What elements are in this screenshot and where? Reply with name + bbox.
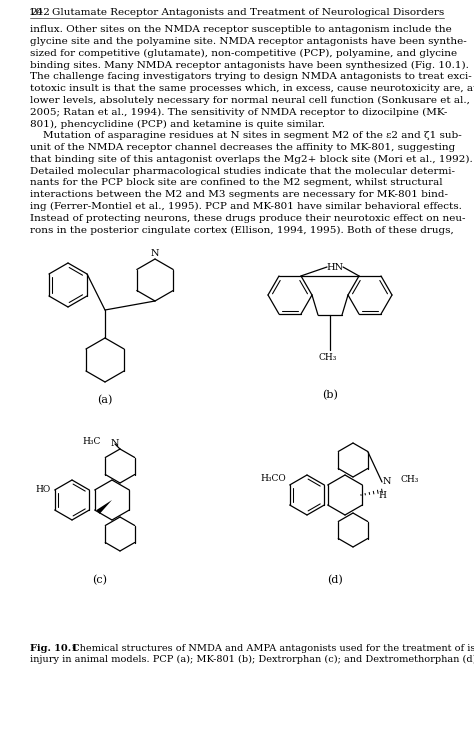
Text: (b): (b) [322, 390, 338, 400]
Text: CH₃: CH₃ [401, 474, 419, 483]
Text: HO: HO [36, 485, 51, 494]
Text: glycine site and the polyamine site. NMDA receptor antagonists have been synthe-: glycine site and the polyamine site. NMD… [30, 37, 467, 46]
Text: (d): (d) [327, 575, 343, 585]
Text: totoxic insult is that the same processes which, in excess, cause neurotoxicity : totoxic insult is that the same processe… [30, 84, 474, 93]
Text: H₃CO: H₃CO [261, 474, 287, 483]
Text: interactions between the M2 and M3 segments are necessary for MK-801 bind-: interactions between the M2 and M3 segme… [30, 190, 448, 199]
Text: (a): (a) [97, 395, 113, 405]
Text: influx. Other sites on the NMDA receptor susceptible to antagonism include the: influx. Other sites on the NMDA receptor… [30, 25, 452, 34]
Text: Instead of protecting neurons, these drugs produce their neurotoxic effect on ne: Instead of protecting neurons, these dru… [30, 214, 465, 223]
Text: (c): (c) [92, 575, 108, 585]
Text: nants for the PCP block site are confined to the M2 segment, whilst structural: nants for the PCP block site are confine… [30, 179, 443, 187]
Text: The challenge facing investigators trying to design NMDA antagonists to treat ex: The challenge facing investigators tryin… [30, 72, 472, 82]
Text: Detailed molecular pharmacological studies indicate that the molecular determi-: Detailed molecular pharmacological studi… [30, 167, 455, 176]
Text: N: N [111, 439, 119, 448]
Text: 10   Glutamate Receptor Antagonists and Treatment of Neurological Disorders: 10 Glutamate Receptor Antagonists and Tr… [29, 8, 445, 17]
Text: 2005; Ratan et al., 1994). The sensitivity of NMDA receptor to dizocilpine (MK-: 2005; Ratan et al., 1994). The sensitivi… [30, 107, 447, 117]
Text: HN: HN [327, 262, 344, 271]
Text: that binding site of this antagonist overlaps the Mg2+ block site (Mori et al., : that binding site of this antagonist ove… [30, 155, 473, 164]
Text: H₃C: H₃C [82, 437, 101, 447]
Text: injury in animal models. PCP (a); MK-801 (b); Dextrorphan (c); and Dextromethorp: injury in animal models. PCP (a); MK-801… [30, 655, 474, 664]
Text: sized for competitive (glutamate), non-competitive (PCP), polyamine, and glycine: sized for competitive (glutamate), non-c… [30, 49, 457, 58]
Text: Mutation of asparagine residues at N sites in segment M2 of the ε2 and ζ1 sub-: Mutation of asparagine residues at N sit… [30, 131, 462, 140]
Text: N: N [151, 249, 159, 258]
Text: unit of the NMDA receptor channel decreases the affinity to MK-801, suggesting: unit of the NMDA receptor channel decrea… [30, 143, 455, 152]
Text: 242: 242 [30, 8, 50, 17]
Text: 801), phencyclidine (PCP) and ketamine is quite similar.: 801), phencyclidine (PCP) and ketamine i… [30, 119, 325, 128]
Text: rons in the posterior cingulate cortex (Ellison, 1994, 1995). Both of these drug: rons in the posterior cingulate cortex (… [30, 225, 454, 235]
Text: Fig. 10.1: Fig. 10.1 [30, 644, 78, 653]
Polygon shape [96, 500, 112, 514]
Text: CH₃: CH₃ [319, 353, 337, 362]
Text: ing (Ferrer-Montiel et al., 1995). PCP and MK-801 have similar behavioral effect: ing (Ferrer-Montiel et al., 1995). PCP a… [30, 202, 462, 211]
Text: binding sites. Many NMDA receptor antagonists have been synthesized (Fig. 10.1).: binding sites. Many NMDA receptor antago… [30, 61, 469, 70]
Text: N: N [383, 477, 391, 487]
Text: H: H [378, 491, 386, 500]
Text: Chemical structures of NMDA and AMPA antagonists used for the treatment of ische: Chemical structures of NMDA and AMPA ant… [66, 644, 474, 653]
Text: lower levels, absolutely necessary for normal neural cell function (Sonkusare et: lower levels, absolutely necessary for n… [30, 96, 470, 105]
